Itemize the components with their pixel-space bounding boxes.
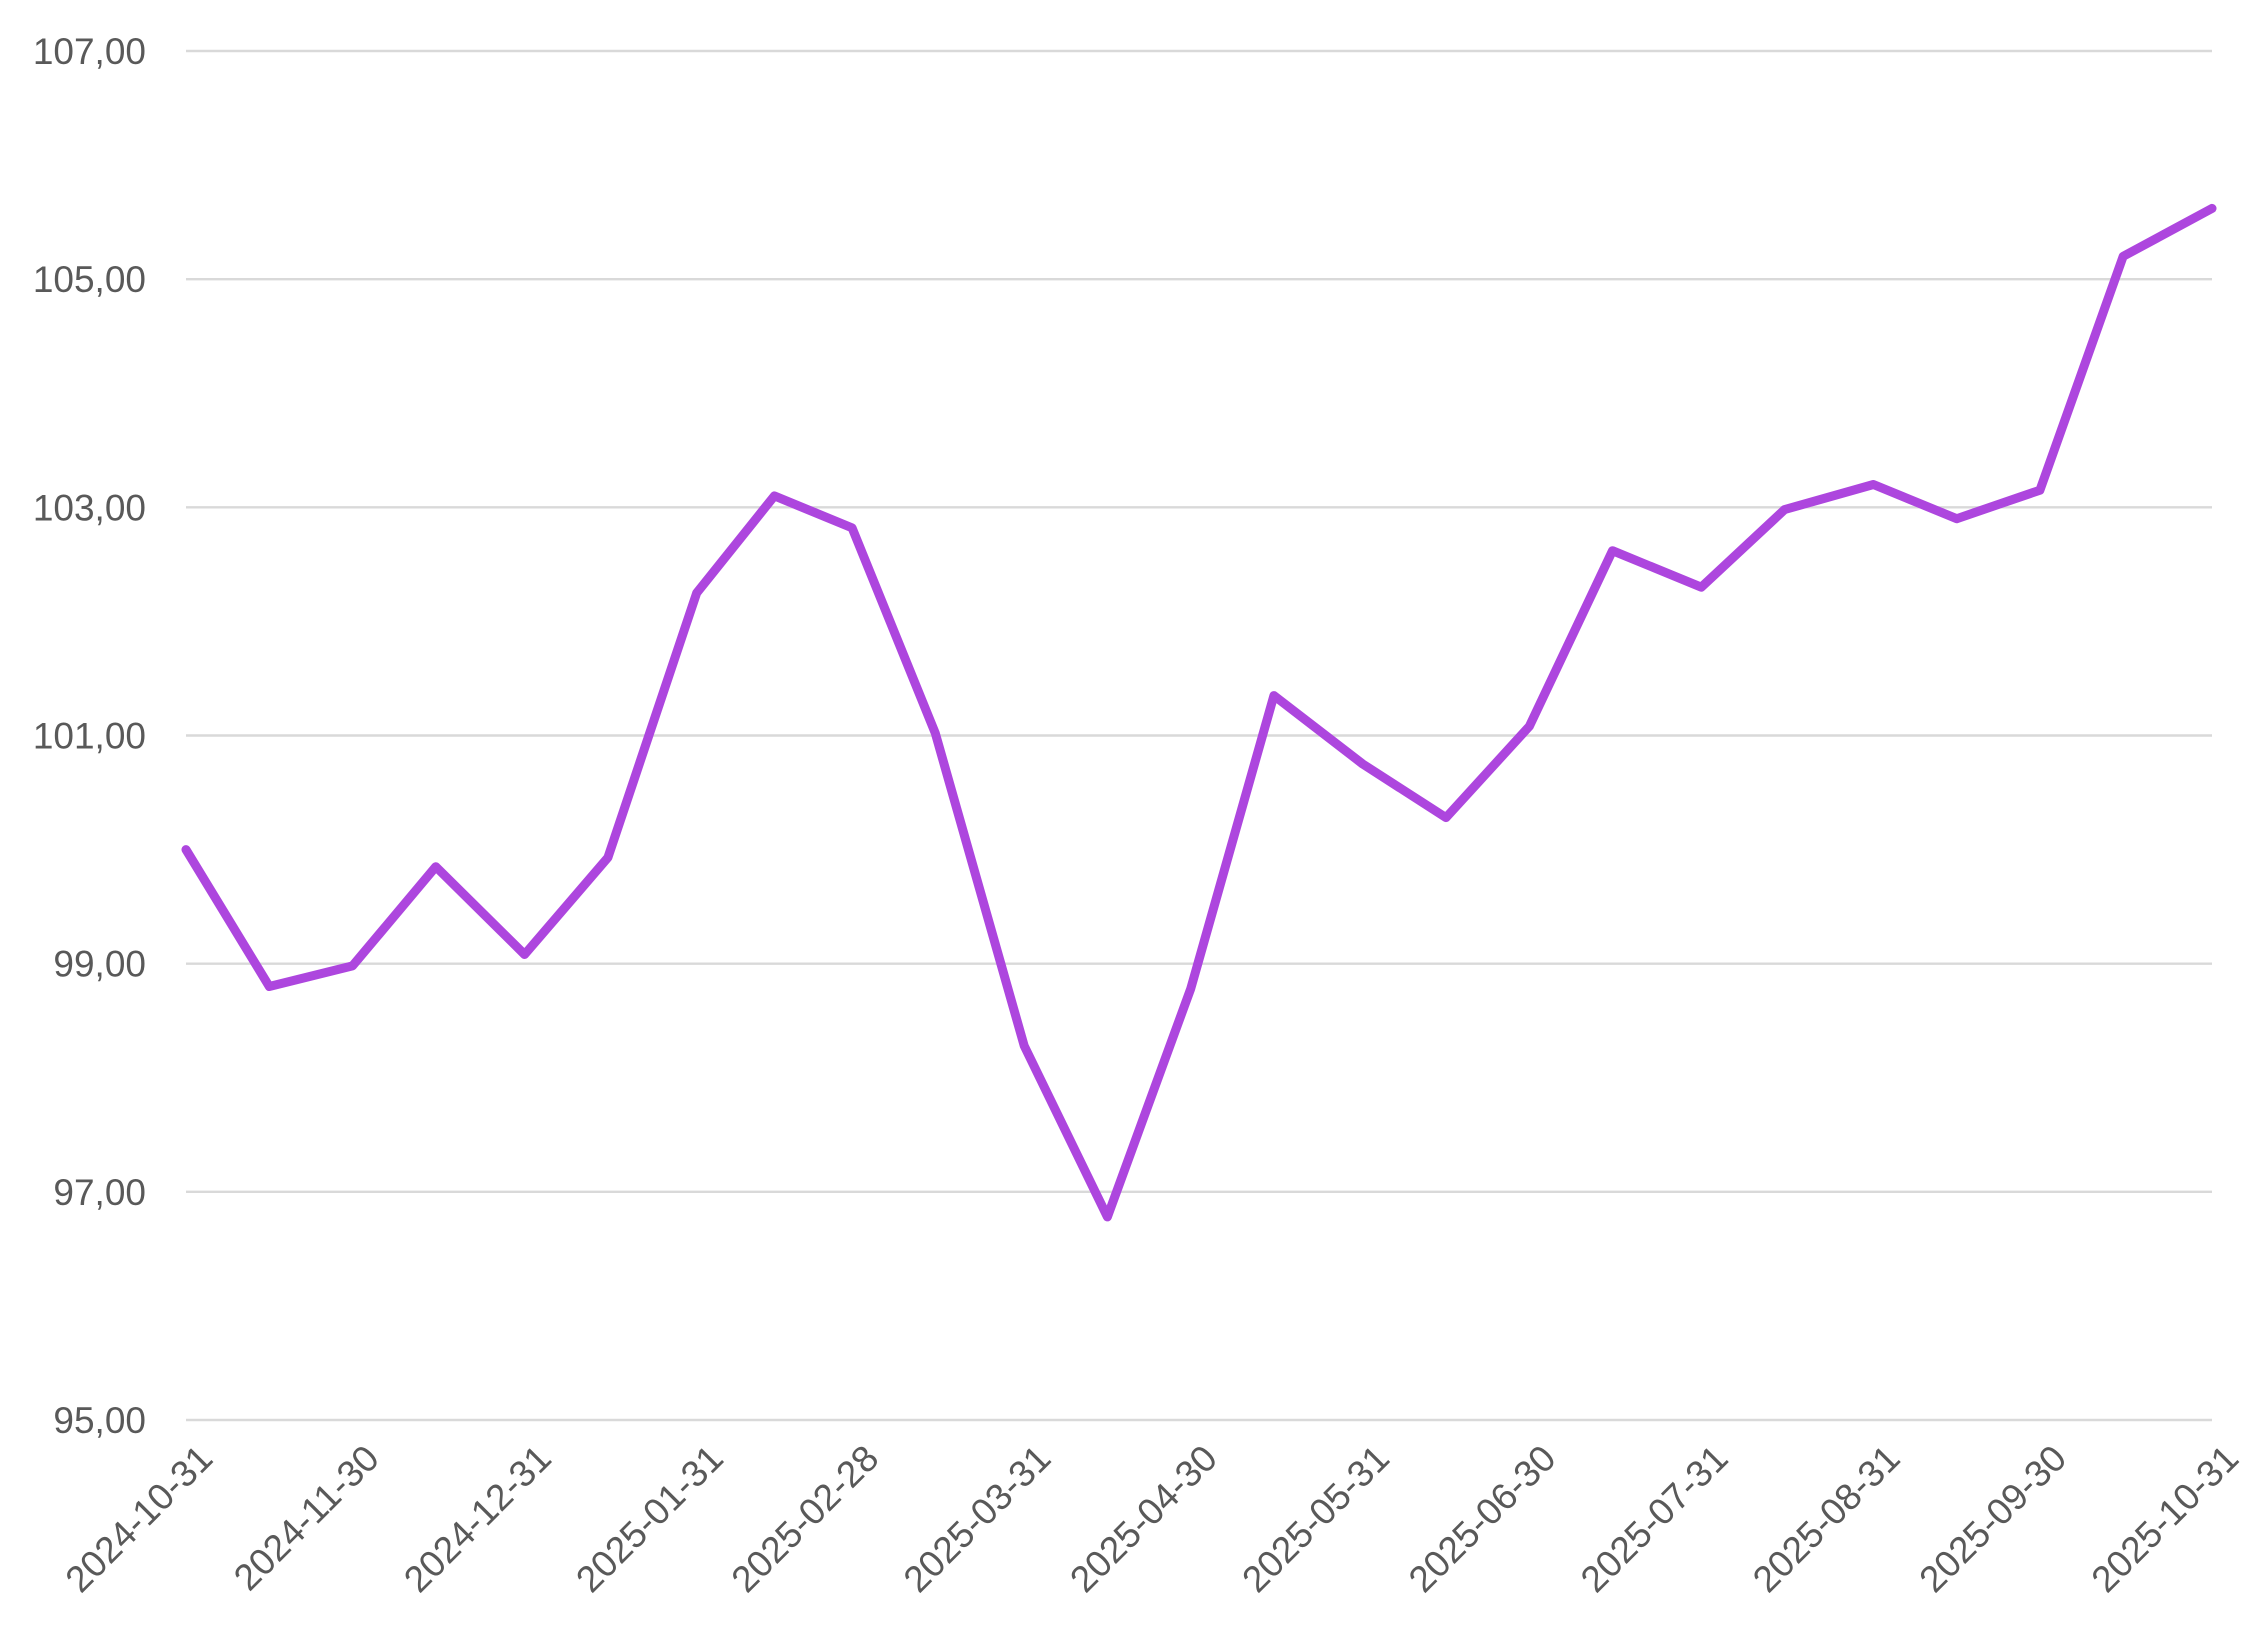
x-tick-label: 2025-08-31 <box>1745 1437 1908 1600</box>
x-tick-label: 2025-02-28 <box>724 1437 887 1600</box>
gridlines <box>186 49 2212 1422</box>
y-tick-label: 97,00 <box>53 1172 146 1213</box>
x-tick-label: 2025-07-31 <box>1573 1437 1736 1600</box>
series-layer <box>181 203 2217 1222</box>
y-tick-label: 105,00 <box>33 259 146 300</box>
x-tick-label: 2024-10-31 <box>58 1437 221 1600</box>
x-tick-label: 2024-11-30 <box>226 1437 387 1598</box>
series-line <box>181 203 2217 1222</box>
x-tick-label: 2025-06-30 <box>1401 1437 1564 1600</box>
y-tick-label: 107,00 <box>33 31 146 72</box>
x-tick-label: 2024-12-31 <box>396 1437 559 1600</box>
y-axis-tick-labels: 95,00 97,00 99,00 101,00 103,00 105,00 107,00 <box>33 31 146 1441</box>
y-tick-label: 95,00 <box>53 1400 146 1441</box>
y-tick-label: 101,00 <box>33 716 146 757</box>
y-tick-label: 103,00 <box>33 487 146 528</box>
y-tick-label: 99,00 <box>53 944 146 985</box>
x-tick-label: 2025-01-31 <box>568 1437 731 1600</box>
x-tick-label: 2025-04-30 <box>1062 1437 1225 1600</box>
x-tick-label: 2025-10-31 <box>2084 1437 2247 1600</box>
x-tick-label: 2025-03-31 <box>896 1437 1059 1600</box>
x-axis-tick-labels: 2024-10-31 2024-11-30 2024-12-31 2025-01-31… <box>58 1437 2247 1600</box>
x-tick-label: 2025-09-30 <box>1911 1437 2074 1600</box>
x-tick-label: 2025-05-31 <box>1234 1437 1397 1600</box>
